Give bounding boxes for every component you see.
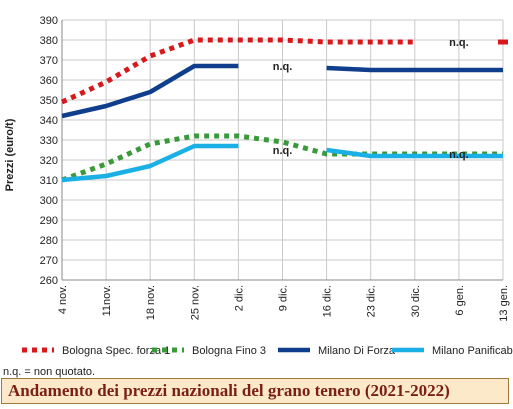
annotations: n.q. n.q. n.q. n.q. [273,37,469,161]
legend-label: Bologna Fino 3 [192,345,266,357]
x-tick-label: 11nov. [101,285,113,316]
series-line-milano-panificabile [326,147,503,159]
series-point-bologna-spec-forza-1 [498,39,508,45]
chart-title-banner: Andamento dei prezzi nazionali del grano… [1,378,509,404]
annotation-nq: n.q. [449,37,469,49]
y-tick-label: 360 [40,75,58,87]
y-tick-label: 370 [40,55,58,67]
x-tick-label: 9 dic. [278,285,290,311]
x-tick-label: 30 dic. [410,285,422,317]
x-tick-label: 16 dic. [322,285,334,317]
x-tick-label: 25 nov. [189,285,201,320]
y-axis-label: Prezzi (euro/t) [4,118,16,191]
chart-title: Andamento dei prezzi nazionali del grano… [8,381,450,400]
footnote: n.q. = non quotato. [3,366,96,378]
y-tick-label: 310 [40,175,58,187]
y-tick-label: 390 [40,15,58,27]
x-tick-label: 13 gen. [498,285,510,322]
y-tick-label: 350 [40,95,58,107]
x-tick-label: 23 dic. [366,285,378,317]
series [60,37,508,183]
x-tick-label: 4 nov. [57,285,69,314]
y-tick-label: 280 [40,235,58,247]
y-tick-label: 290 [40,215,58,227]
x-tick-label: 6 gen. [454,285,466,316]
legend-label: Milano Panificabile [432,345,513,357]
series-line-milano-panificabile [61,143,239,183]
annotation-nq: n.q. [273,61,293,73]
y-tick-label: 270 [40,255,58,267]
y-tick-label: 260 [40,275,58,287]
series-line-milano-di-forza [326,65,503,73]
legend-label: Bologna Spec. forza 1 [62,345,170,357]
series-line-bologna-spec-forza-1 [60,37,415,105]
annotation-nq: n.q. [449,149,469,161]
y-tick-label: 300 [40,195,58,207]
y-tick-label: 380 [40,35,58,47]
series-line-milano-di-forza [61,63,239,119]
legend: Bologna Spec. forza 1 Bologna Fino 3 Milan… [22,345,513,357]
x-tick-labels: 4 nov. 11nov. 18 nov. 25 nov. 2 dic. 9 dic. 16… [57,285,510,322]
x-tick-label: 18 nov. [145,285,157,320]
legend-label: Milano Di Forza [318,345,396,357]
x-tick-label: 2 dic. [233,285,245,311]
y-tick-labels: 260 270 280 290 300 310 320 330 340 350 360 370 380 3… [40,15,58,287]
annotation-nq: n.q. [273,145,293,157]
y-tick-label: 340 [40,115,58,127]
y-tick-label: 330 [40,135,58,147]
y-tick-label: 320 [40,155,58,167]
